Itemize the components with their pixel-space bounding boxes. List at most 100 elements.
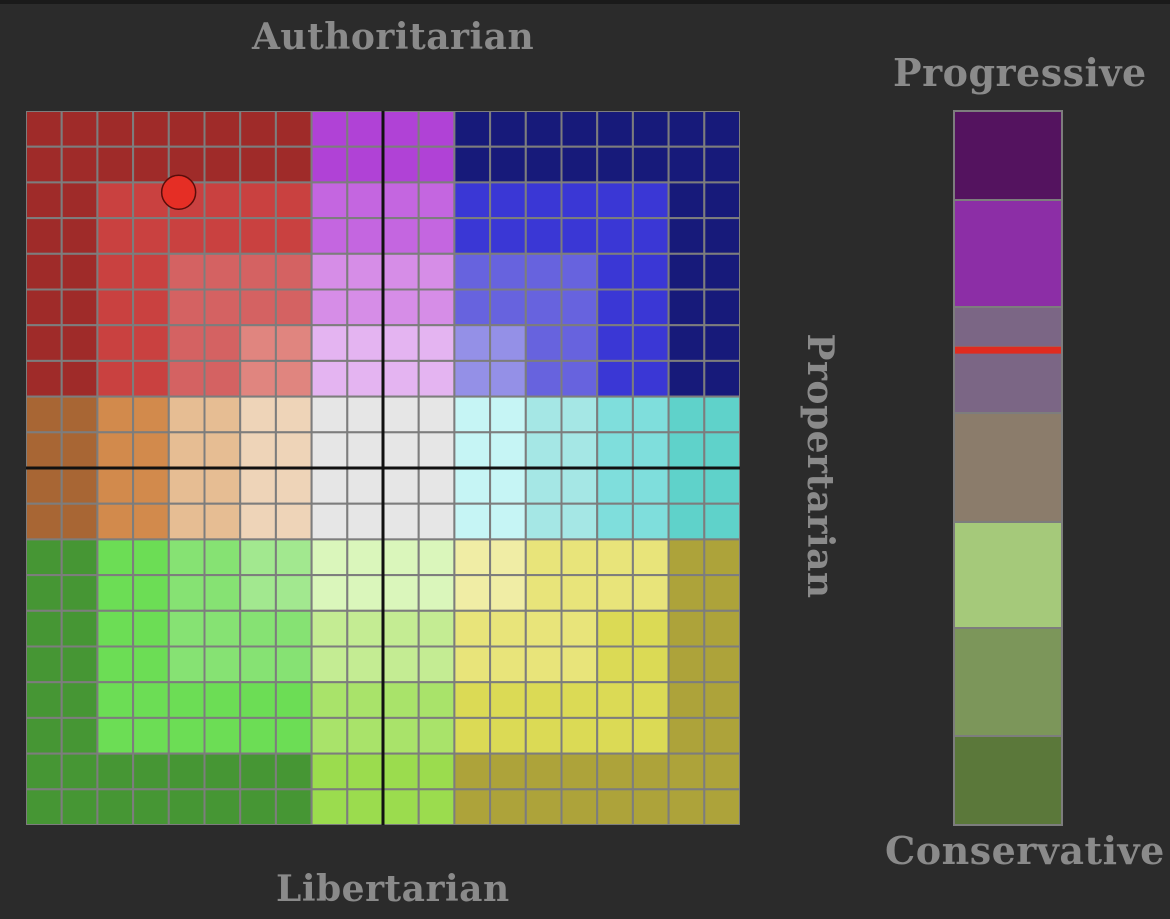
- grid-cell: [703, 716, 740, 755]
- grid-cell: [310, 395, 349, 434]
- grid-cell: [560, 252, 599, 291]
- grid-cell: [310, 111, 349, 148]
- grid-cell: [60, 288, 99, 327]
- grid-cell: [310, 574, 349, 612]
- grid-cell: [274, 716, 313, 755]
- grid-cell: [26, 681, 63, 719]
- grid-cell: [596, 324, 634, 362]
- grid-cell: [417, 467, 456, 505]
- grid-cell: [60, 111, 99, 148]
- grid-cell: [274, 609, 313, 648]
- grid-cell: [132, 145, 170, 184]
- grid-cell: [239, 467, 277, 505]
- grid-cell: [631, 645, 670, 684]
- grid-cell: [453, 181, 492, 220]
- grid-cell: [274, 395, 313, 434]
- grid-cell: [560, 359, 599, 398]
- grid-cell: [346, 217, 384, 255]
- grid-cell: [703, 395, 740, 434]
- grid-cell: [96, 395, 135, 434]
- grid-cell: [453, 288, 492, 327]
- grid-cell: [703, 609, 740, 648]
- grid-cell: [560, 574, 599, 612]
- grid-cell: [132, 716, 170, 755]
- grid-cell: [167, 538, 206, 577]
- political-compass-grid: [26, 111, 740, 825]
- grid-cell: [489, 395, 527, 434]
- grid-cell: [489, 111, 527, 148]
- grid-cell: [60, 467, 99, 505]
- grid-cell: [310, 145, 349, 184]
- grid-cell: [239, 752, 277, 791]
- grid-cell: [132, 217, 170, 255]
- grid-cell: [167, 716, 206, 755]
- grid-cell: [26, 716, 63, 755]
- grid-cell: [96, 288, 135, 327]
- grid-cell: [631, 359, 670, 398]
- grid-cell: [631, 288, 670, 327]
- grid-cell: [667, 574, 706, 612]
- grid-cell: [239, 217, 277, 255]
- grid-cell: [417, 111, 456, 148]
- grid-cell: [489, 467, 527, 505]
- grid-cell: [26, 324, 63, 362]
- grid-cell: [596, 574, 634, 612]
- grid-cell: [132, 645, 170, 684]
- scale-label-progressive: Progressive: [893, 50, 1147, 95]
- grid-cell: [489, 645, 527, 684]
- grid-cell: [596, 752, 634, 791]
- grid-cell: [453, 681, 492, 719]
- grid-cell: [667, 217, 706, 255]
- grid-cell: [346, 681, 384, 719]
- grid-cell: [453, 431, 492, 469]
- grid-cell: [26, 431, 63, 469]
- grid-cell: [417, 574, 456, 612]
- grid-cell: [132, 467, 170, 505]
- scale-segment: [953, 199, 1063, 308]
- grid-cell: [274, 681, 313, 719]
- grid-cell: [274, 181, 313, 220]
- grid-cell: [26, 395, 63, 434]
- scale-segment: [953, 346, 1063, 414]
- grid-cell: [667, 752, 706, 791]
- grid-cell: [703, 111, 740, 148]
- scale-segment: [953, 110, 1063, 201]
- grid-cell: [703, 217, 740, 255]
- grid-cell: [560, 645, 599, 684]
- grid-cell: [96, 681, 135, 719]
- grid-cell: [524, 574, 563, 612]
- grid-cell: [274, 252, 313, 291]
- grid-cell: [274, 288, 313, 327]
- grid-cell: [346, 788, 384, 825]
- grid-cell: [417, 788, 456, 825]
- grid-cell: [524, 788, 563, 825]
- grid-cell: [274, 145, 313, 184]
- grid-cell: [310, 681, 349, 719]
- grid-cell: [667, 395, 706, 434]
- grid-cell: [631, 574, 670, 612]
- grid-cell: [453, 111, 492, 148]
- grid-cell: [239, 574, 277, 612]
- grid-cell: [382, 359, 420, 398]
- grid-cell: [167, 681, 206, 719]
- grid-cell: [703, 681, 740, 719]
- grid-cell: [596, 502, 634, 541]
- grid-cell: [26, 752, 63, 791]
- grid-cell: [417, 324, 456, 362]
- grid-cell: [489, 574, 527, 612]
- grid-cell: [167, 111, 206, 148]
- grid-cell: [453, 395, 492, 434]
- grid-cell: [524, 288, 563, 327]
- grid-cell: [346, 111, 384, 148]
- grid-cell: [167, 324, 206, 362]
- grid-cell: [310, 288, 349, 327]
- grid-cell: [382, 181, 420, 220]
- scale-segment: [953, 306, 1063, 348]
- grid-cell: [310, 252, 349, 291]
- grid-cell: [26, 181, 63, 220]
- grid-cell: [310, 752, 349, 791]
- grid-cell: [203, 181, 242, 220]
- grid-cell: [667, 788, 706, 825]
- grid-cell: [239, 181, 277, 220]
- scale-position-marker: [955, 346, 1061, 354]
